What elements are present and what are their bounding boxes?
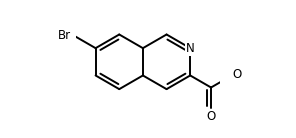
Text: O: O <box>206 110 216 123</box>
Text: Br: Br <box>58 29 71 42</box>
Text: O: O <box>232 68 241 81</box>
Text: N: N <box>186 42 194 55</box>
